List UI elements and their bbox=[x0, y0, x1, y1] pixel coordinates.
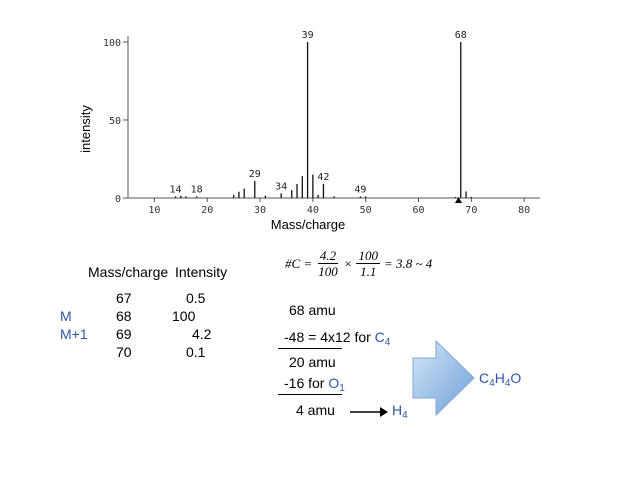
header-intensity: Intensity bbox=[175, 264, 228, 280]
fraction-denominator: 1.1 bbox=[360, 264, 377, 279]
peak-label: 42 bbox=[317, 172, 329, 183]
peak-label: 34 bbox=[275, 181, 287, 192]
row-mass: 70 bbox=[116, 344, 132, 360]
arrow-right-icon bbox=[350, 407, 388, 417]
formula-carbon-subscript: 4 bbox=[489, 378, 495, 389]
formula-hydrogen: H bbox=[494, 370, 505, 386]
y-axis-label: intensity bbox=[78, 105, 93, 153]
calc-line-carbon: -48 = 4x12 for C4 bbox=[284, 329, 390, 348]
peak-label: 49 bbox=[354, 184, 366, 195]
block-arrow-icon bbox=[412, 340, 475, 416]
x-tick-label: 30 bbox=[254, 205, 266, 216]
header-mass-charge: Mass/charge bbox=[88, 264, 169, 280]
calc-line-hydrogen: 4 amu bbox=[296, 402, 335, 418]
fraction-intensity: 4.2 100 bbox=[316, 248, 340, 279]
table-row: 70 0.1 bbox=[60, 344, 260, 362]
calc-line-oxygen: -16 for O1 bbox=[284, 375, 345, 394]
fraction-numerator: 100 bbox=[356, 248, 380, 264]
y-tick-label: 0 bbox=[115, 194, 121, 205]
oxygen-subscript: 1 bbox=[339, 383, 345, 394]
y-tick-label: 100 bbox=[103, 38, 121, 49]
calc-line-total: 68 amu bbox=[289, 302, 336, 318]
peak-bars bbox=[174, 42, 472, 198]
y-axis-ticks: 0 50 100 bbox=[103, 38, 128, 205]
table-row: M+1 69 4.2 bbox=[60, 326, 260, 344]
hydrogen-subscript: 4 bbox=[402, 410, 408, 421]
fraction-denominator: 100 bbox=[318, 264, 338, 279]
intensity-table: Mass/charge Intensity 67 0.5 M 68 100 M+… bbox=[60, 264, 260, 374]
calc-line-remainder: 20 amu bbox=[289, 354, 336, 370]
x-tick-label: 10 bbox=[148, 205, 160, 216]
times-sign: × bbox=[343, 255, 353, 271]
fraction-abundance: 100 1.1 bbox=[356, 248, 380, 279]
element-oxygen: O bbox=[328, 375, 340, 391]
x-tick-label: 70 bbox=[465, 205, 477, 216]
mass-calculation: 68 amu -48 = 4x12 for C4 20 amu -16 for … bbox=[270, 300, 420, 421]
hydrogen-result: H4 bbox=[392, 402, 408, 421]
x-tick-label: 40 bbox=[307, 205, 319, 216]
peak-label: 14 bbox=[170, 184, 182, 195]
formula-result: = 3.8 ~ 4 bbox=[383, 255, 433, 271]
row-mass: 69 bbox=[116, 326, 132, 342]
peak-label: 18 bbox=[191, 184, 203, 195]
row-intensity: 100 bbox=[172, 308, 196, 324]
molecular-formula: C4H4O bbox=[479, 370, 521, 389]
peak-label: 29 bbox=[249, 169, 261, 180]
carbon-subscript: 4 bbox=[384, 337, 391, 348]
formula-carbon: C bbox=[479, 370, 490, 386]
x-axis-ticks: 10 20 30 40 50 60 70 80 bbox=[148, 198, 530, 216]
row-intensity: 0.5 bbox=[186, 290, 206, 306]
peak-label: 39 bbox=[302, 30, 314, 41]
element-carbon: C bbox=[374, 329, 385, 345]
x-axis-label: Mass/charge bbox=[271, 217, 345, 232]
y-tick-label: 50 bbox=[109, 116, 121, 127]
table-row: M 68 100 bbox=[60, 308, 260, 326]
row-mass: 68 bbox=[116, 308, 132, 324]
carbon-count-formula: #C = 4.2 100 × 100 1.1 = 3.8 ~ 4 bbox=[285, 248, 432, 279]
row-intensity: 0.1 bbox=[186, 344, 206, 360]
x-tick-label: 50 bbox=[360, 205, 372, 216]
subtraction-rule bbox=[278, 348, 342, 349]
formula-hydrogen-subscript: 4 bbox=[504, 378, 511, 389]
molecular-ion-marker bbox=[455, 197, 462, 203]
row-mass: 67 bbox=[116, 290, 132, 306]
calc-text: -48 = 4x12 for bbox=[284, 329, 375, 345]
x-tick-label: 20 bbox=[201, 205, 213, 216]
element-hydrogen: H bbox=[392, 402, 403, 418]
subtraction-rule bbox=[278, 394, 342, 395]
row-intensity: 4.2 bbox=[192, 326, 212, 342]
row-label: M+1 bbox=[60, 326, 88, 342]
x-tick-label: 80 bbox=[518, 205, 530, 216]
mass-spectrum-chart: 0 50 100 10 20 30 40 50 60 70 80 14 18 29 34 39 42 49 68… bbox=[78, 30, 540, 232]
formula-oxygen: O bbox=[510, 370, 522, 386]
table-row: 67 0.5 bbox=[60, 290, 260, 308]
fraction-numerator: 4.2 bbox=[317, 248, 339, 264]
peak-labels: 14 18 29 34 39 42 49 68 bbox=[170, 30, 467, 195]
calc-text: -16 for bbox=[284, 375, 329, 391]
peak-label: 68 bbox=[455, 30, 467, 41]
x-tick-label: 60 bbox=[412, 205, 424, 216]
row-label: M bbox=[60, 308, 72, 324]
formula-lhs: #C = bbox=[285, 255, 313, 271]
